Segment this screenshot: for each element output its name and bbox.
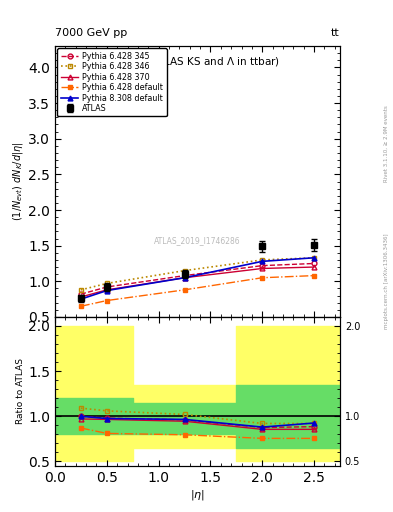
- Pythia 8.308 default: [260, 258, 264, 264]
- Text: 7000 GeV pp: 7000 GeV pp: [55, 28, 127, 38]
- Pythia 6.428 370: [312, 264, 316, 270]
- Pythia 6.428 346: [260, 257, 264, 263]
- Pythia 6.428 default: [105, 297, 109, 304]
- Y-axis label: Ratio to ATLAS: Ratio to ATLAS: [17, 358, 26, 424]
- Line: Pythia 8.308 default: Pythia 8.308 default: [79, 255, 316, 302]
- Pythia 6.428 345: [182, 272, 187, 279]
- Pythia 6.428 370: [79, 294, 83, 300]
- Pythia 8.308 default: [312, 254, 316, 261]
- Pythia 6.428 346: [79, 287, 83, 293]
- X-axis label: |$\eta$|: |$\eta$|: [190, 487, 205, 502]
- Pythia 8.308 default: [105, 288, 109, 294]
- Pythia 6.428 345: [79, 291, 83, 297]
- Pythia 6.428 370: [182, 274, 187, 281]
- Text: $\eta(K^0_S)$ (ATLAS KS and $\Lambda$ in ttbar): $\eta(K^0_S)$ (ATLAS KS and $\Lambda$ in…: [116, 54, 279, 71]
- Text: mcplots.cern.ch [arXiv:1306.3436]: mcplots.cern.ch [arXiv:1306.3436]: [384, 234, 389, 329]
- Pythia 6.428 default: [312, 272, 316, 279]
- Pythia 6.428 370: [260, 265, 264, 271]
- Pythia 6.428 345: [260, 263, 264, 269]
- Line: Pythia 6.428 345: Pythia 6.428 345: [79, 261, 316, 296]
- Pythia 6.428 default: [79, 303, 83, 309]
- Pythia 6.428 346: [105, 281, 109, 287]
- Pythia 6.428 346: [312, 254, 316, 261]
- Text: Rivet 3.1.10, ≥ 2.9M events: Rivet 3.1.10, ≥ 2.9M events: [384, 105, 389, 182]
- Y-axis label: $(1/N_{evt})$ $dN_K/d|\eta|$: $(1/N_{evt})$ $dN_K/d|\eta|$: [11, 141, 26, 222]
- Pythia 8.308 default: [79, 296, 83, 302]
- Pythia 8.308 default: [182, 274, 187, 281]
- Text: ATLAS_2019_I1746286: ATLAS_2019_I1746286: [154, 237, 241, 246]
- Pythia 6.428 345: [105, 284, 109, 290]
- Text: tt: tt: [331, 28, 340, 38]
- Pythia 6.428 370: [105, 287, 109, 293]
- Legend: Pythia 6.428 345, Pythia 6.428 346, Pythia 6.428 370, Pythia 6.428 default, Pyth: Pythia 6.428 345, Pythia 6.428 346, Pyth…: [57, 49, 167, 116]
- Line: Pythia 6.428 346: Pythia 6.428 346: [79, 255, 316, 292]
- Pythia 6.428 345: [312, 261, 316, 267]
- Pythia 6.428 default: [182, 287, 187, 293]
- Line: Pythia 6.428 default: Pythia 6.428 default: [79, 273, 316, 309]
- Line: Pythia 6.428 370: Pythia 6.428 370: [79, 265, 316, 300]
- Pythia 6.428 346: [182, 268, 187, 274]
- Pythia 6.428 default: [260, 274, 264, 281]
